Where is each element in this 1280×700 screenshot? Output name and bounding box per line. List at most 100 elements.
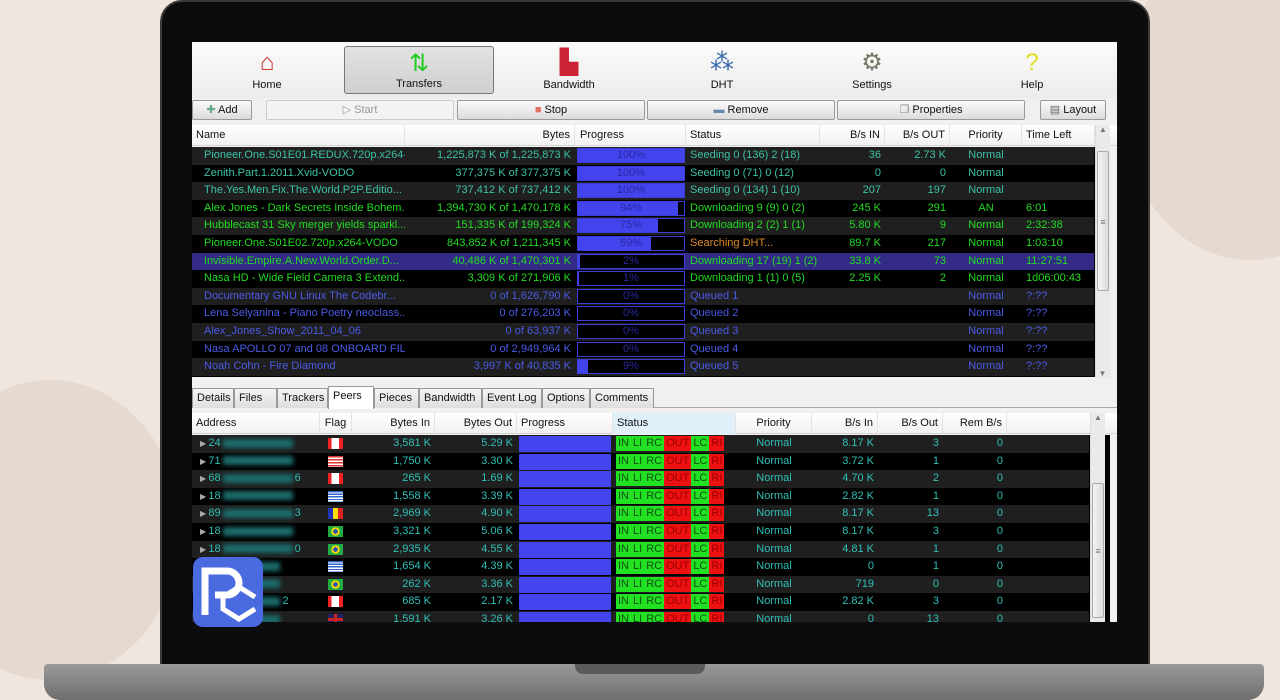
scroll-up-icon[interactable]: ▲ [1094, 413, 1102, 422]
tab-pieces[interactable]: Pieces [374, 388, 419, 408]
toolbar-dht-button[interactable]: ⁂ DHT [647, 46, 797, 94]
tab-trackers[interactable]: Trackers [277, 388, 328, 408]
column-header[interactable]: Time Left [1022, 125, 1095, 146]
peers-scrollbar[interactable]: ▲ ≡ [1090, 413, 1105, 622]
peer-row[interactable]: ▶ 68 6 265 K 1.69 K IN LI RC OUT LC RI Normal … [192, 470, 1089, 488]
column-header[interactable]: Address [192, 413, 320, 434]
transfer-bytes: 0 of 2,949,964 K [490, 342, 571, 355]
peer-rem-rate: 0 [996, 577, 1003, 590]
column-header[interactable]: Name [192, 125, 405, 146]
toolbar-settings-button[interactable]: ⚙ Settings [797, 46, 947, 94]
peer-row[interactable]: ▶ 18 3,321 K 5.06 K IN LI RC OUT LC RI Normal… [192, 523, 1089, 541]
stop-button[interactable]: ■ Stop [457, 100, 645, 120]
peer-rate-in: 8.17 K [842, 525, 874, 537]
column-header[interactable]: Bytes [405, 125, 575, 146]
peer-bytes-in: 265 K [402, 472, 431, 485]
peer-bytes-in: 3,581 K [393, 437, 431, 449]
expand-arrow-icon[interactable]: ▶ [200, 474, 209, 484]
dht-icon: ⁂ [710, 49, 734, 76]
peers-header: Address Flag Bytes In Bytes Out Progress Stat… [192, 413, 1117, 434]
transfer-rate-out: 217 [927, 237, 946, 249]
column-header[interactable]: Status [613, 413, 736, 434]
add-button[interactable]: ✚ Add [192, 100, 252, 120]
transfer-rate-out: 9 [939, 219, 946, 232]
expand-arrow-icon[interactable]: ▶ [200, 509, 209, 519]
column-header[interactable]: Rem B/s [943, 413, 1007, 434]
transfer-row[interactable]: Hubblecast 31 Sky merger yields sparkl..… [192, 217, 1094, 235]
column-header[interactable]: Flag [320, 413, 352, 434]
peer-row[interactable]: ▶ 18 0 2,935 K 4.55 K IN LI RC OUT LC RI Norma… [192, 540, 1089, 559]
peer-rate-in: 2.82 K [842, 595, 874, 608]
expand-arrow-icon[interactable]: ▶ [200, 544, 209, 554]
tab-peers[interactable]: Peers [328, 386, 374, 409]
column-header[interactable]: Priority [950, 125, 1022, 146]
tab-details[interactable]: Details [192, 388, 234, 408]
scroll-down-icon[interactable]: ▼ [1098, 369, 1107, 378]
transfer-row[interactable]: Pioneer.One.S01E02.720p.x264-VODO 843,85… [192, 235, 1094, 253]
column-header[interactable]: Bytes Out [435, 413, 517, 434]
transfer-name: Lena Selyanina - Piano Poetry neoclass..… [204, 307, 405, 320]
peer-row[interactable]: ▶ 71 1,750 K 3.30 K IN LI RC OUT LC RI Normal… [192, 452, 1089, 471]
transfer-row[interactable]: Alex Jones - Dark Secrets Inside Bohem..… [192, 199, 1094, 218]
transfers-scrollbar[interactable]: ▲ ≡ ▼ [1095, 125, 1110, 378]
transfer-row[interactable]: Nasa APOLLO 07 and 08 ONBOARD FIL... 0 o… [192, 340, 1094, 359]
peer-row[interactable]: ▶ 24 3,581 K 5.29 K IN LI RC OUT LC RI Normal… [192, 435, 1089, 453]
peer-progress-bar [519, 436, 611, 452]
column-header[interactable]: Progress [517, 413, 613, 434]
peer-rate-in: 3.72 K [842, 454, 874, 467]
progress-label: 1% [623, 272, 639, 285]
expand-arrow-icon[interactable]: ▶ [200, 491, 209, 501]
toolbar-home-button[interactable]: ⌂ Home [192, 46, 342, 94]
transfer-status: Searching DHT... [690, 237, 774, 249]
column-header[interactable]: Status [686, 125, 820, 146]
expand-arrow-icon[interactable]: ▶ [200, 439, 209, 448]
peer-address: ▶ 18 [196, 488, 320, 506]
tab-event-log[interactable]: Event Log [482, 388, 542, 408]
column-header[interactable]: Bytes In [352, 413, 435, 434]
toolbar-label: Home [252, 79, 282, 91]
expand-arrow-icon[interactable]: ▶ [200, 456, 209, 466]
transfers-icon: ⇅ [408, 50, 430, 77]
scroll-thumb[interactable]: ≡ [1097, 151, 1109, 291]
tab-files[interactable]: Files [234, 388, 277, 408]
transfer-row[interactable]: The.Yes.Men.Fix.The.World.P2P.Editio... … [192, 182, 1094, 200]
transfer-row[interactable]: Invisible.Empire.A.New.World.Order.D... … [192, 252, 1094, 271]
scroll-thumb[interactable]: ≡ [1092, 483, 1104, 618]
toolbar-help-button[interactable]: ? Help [957, 46, 1107, 94]
address-suffix: 3 [294, 507, 301, 520]
tab-options[interactable]: Options [542, 388, 590, 408]
layout-button[interactable]: ▤ Layout [1040, 100, 1106, 120]
column-header[interactable]: B/s OUT [885, 125, 950, 146]
column-header[interactable]: Progress [576, 125, 686, 146]
transfer-row[interactable]: Alex_Jones_Show_2011_04_06 0 of 63,937 K… [192, 323, 1094, 341]
column-header[interactable]: Priority [736, 413, 812, 434]
status-flag-rc: RC [644, 541, 665, 557]
column-header[interactable]: B/s In [812, 413, 878, 434]
status-flag-lc: LC [691, 559, 710, 575]
start-button[interactable]: ▷ Start [266, 100, 454, 120]
properties-button[interactable]: ❐ Properties [837, 100, 1025, 120]
tab-bandwidth[interactable]: Bandwidth [419, 388, 482, 408]
expand-arrow-icon[interactable]: ▶ [200, 527, 209, 536]
transfer-row[interactable]: Nasa HD - Wide Field Camera 3 Extend... … [192, 270, 1094, 288]
transfer-row[interactable]: Noah Cohn - Fire Diamond 3,997 K of 40,8… [192, 358, 1094, 376]
column-header[interactable]: B/s IN [820, 125, 885, 146]
transfer-row[interactable]: Lena Selyanina - Piano Poetry neoclass..… [192, 305, 1094, 323]
toolbar-bandwidth-button[interactable]: ▙ Bandwidth [494, 46, 644, 94]
address-prefix: 18 [208, 542, 221, 555]
transfer-row[interactable]: Pioneer.One.S01E01.REDUX.720p.x264-... 1… [192, 147, 1094, 165]
peer-row[interactable]: ▶ 18 1,558 K 3.39 K IN LI RC OUT LC RI Normal… [192, 487, 1089, 506]
peer-row[interactable]: ▶ 89 3 2,969 K 4.90 K IN LI RC OUT LC RI Norma… [192, 505, 1089, 523]
bandwidth-icon: ▙ [559, 49, 579, 76]
toolbar-transfers-button[interactable]: ⇅ Transfers [344, 46, 494, 94]
column-header[interactable]: B/s Out [878, 413, 943, 434]
remove-button[interactable]: ▬ Remove [647, 100, 835, 120]
scroll-up-icon[interactable]: ▲ [1099, 125, 1107, 134]
transfer-row[interactable]: Zenith.Part.1.2011.Xvid-VODO 377,375 K o… [192, 164, 1094, 183]
transfer-row[interactable]: Documentary GNU Linux The Codebr... 0 of… [192, 287, 1094, 306]
tab-comments[interactable]: Comments [590, 388, 654, 408]
